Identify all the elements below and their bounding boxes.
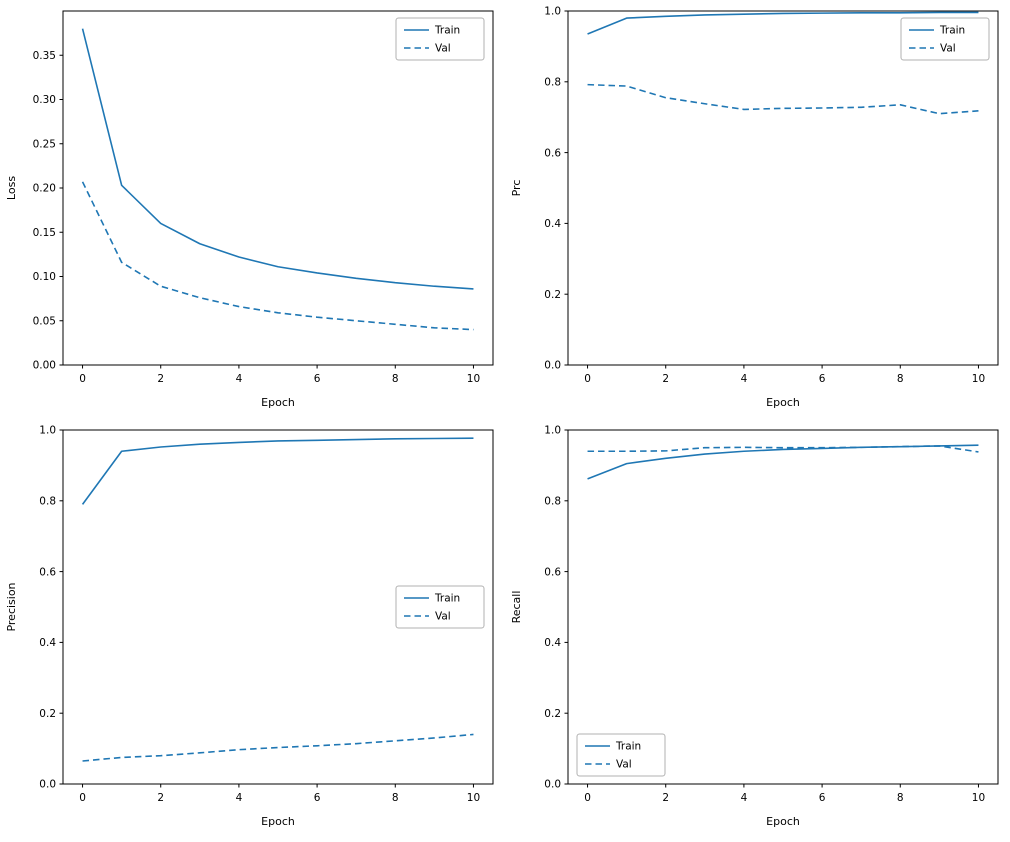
y-tick-label: 0.0 xyxy=(544,360,561,372)
y-tick-label: 0.0 xyxy=(39,779,56,791)
series-line-train-loss xyxy=(81,28,474,290)
legend-box xyxy=(395,17,485,61)
x-axis-label-recall: Epoch xyxy=(766,815,800,828)
x-tick-label: 4 xyxy=(236,792,243,804)
y-tick-label: 0.8 xyxy=(39,496,56,508)
x-tick-label: 0 xyxy=(79,373,86,385)
legend-label-val: Val xyxy=(940,43,956,55)
legend-label-val: Val xyxy=(435,611,451,623)
y-tick-label: 0.6 xyxy=(544,566,561,578)
y-tick-label: 0.4 xyxy=(39,637,56,649)
y-tick-label: 0.25 xyxy=(33,138,56,150)
legend-label-train: Train xyxy=(615,741,641,753)
plot-svg-loss: 0 2 4 6 8 10 0.00 0.05 0.10 0.15 0.20 0.25 0.30 0.35 E… xyxy=(5,10,494,409)
legend-loss: Train Val xyxy=(395,17,485,61)
x-tick-label: 0 xyxy=(584,373,591,385)
y-tick-label: 0.8 xyxy=(544,496,561,508)
series-line-val-loss xyxy=(81,181,474,331)
legend-prc: Train Val xyxy=(900,17,990,61)
legend-label-val: Val xyxy=(616,759,632,771)
x-axis-label-precision: Epoch xyxy=(261,815,295,828)
y-axis-label-loss: Loss xyxy=(5,176,18,200)
x-tick-label: 8 xyxy=(392,373,399,385)
y-tick-label: 0.2 xyxy=(544,708,561,720)
chart-recall: 0 2 4 6 8 10 0.0 0.2 0.4 0.6 0.8 1.0 Epoch Recall Trai… xyxy=(505,419,1010,838)
legend-label-train: Train xyxy=(434,25,460,37)
legend-box xyxy=(395,585,485,629)
x-tick-label: 0 xyxy=(79,792,86,804)
series-line-train-precision xyxy=(81,437,474,505)
y-tick-label: 0.0 xyxy=(544,779,561,791)
y-tick-label: 0.4 xyxy=(544,637,561,649)
axes-frame xyxy=(567,429,999,785)
y-axis-label-recall: Recall xyxy=(510,591,523,624)
x-tick-label: 10 xyxy=(467,373,480,385)
x-tick-label: 2 xyxy=(662,792,669,804)
y-tick-label: 0.8 xyxy=(544,77,561,89)
y-tick-label: 0.6 xyxy=(544,147,561,159)
x-tick-label: 2 xyxy=(157,792,164,804)
chart-loss: 0 2 4 6 8 10 0.00 0.05 0.10 0.15 0.20 0.25 0.30 0.35 E… xyxy=(0,0,505,419)
chart-prc: 0 2 4 6 8 10 0.0 0.2 0.4 0.6 0.8 1.0 Epoch Prc Train Va… xyxy=(505,0,1010,419)
x-tick-label: 10 xyxy=(972,373,985,385)
series-line-val-prc xyxy=(587,83,979,115)
y-axis-label-precision: Precision xyxy=(5,582,18,631)
legend-label-train: Train xyxy=(434,593,460,605)
y-tick-label: 1.0 xyxy=(544,6,561,18)
plot-svg-recall: 0 2 4 6 8 10 0.0 0.2 0.4 0.6 0.8 1.0 Epoch Recall Trai… xyxy=(510,425,999,828)
legend-box xyxy=(576,733,666,777)
series-line-train-prc xyxy=(587,11,979,35)
x-tick-label: 6 xyxy=(819,792,826,804)
series-line-val-recall xyxy=(587,445,979,453)
y-tick-label: 0.2 xyxy=(544,289,561,301)
x-tick-label: 8 xyxy=(392,792,399,804)
y-axis-label-prc: Prc xyxy=(510,180,523,197)
series-line-val-precision xyxy=(82,733,474,762)
x-tick-label: 8 xyxy=(897,373,904,385)
y-tick-label: 1.0 xyxy=(39,425,56,437)
x-tick-label: 8 xyxy=(897,792,904,804)
y-tick-label: 0.00 xyxy=(33,360,56,372)
x-tick-label: 6 xyxy=(314,373,321,385)
x-tick-label: 2 xyxy=(157,373,164,385)
x-axis-label-prc: Epoch xyxy=(766,396,800,409)
chart-precision: 0 2 4 6 8 10 0.0 0.2 0.4 0.6 0.8 1.0 Epoch Precision T… xyxy=(0,419,505,838)
x-tick-label: 2 xyxy=(662,373,669,385)
x-axis-label-loss: Epoch xyxy=(261,396,295,409)
y-tick-label: 0.2 xyxy=(39,708,56,720)
axes-frame xyxy=(62,429,494,785)
x-tick-label: 6 xyxy=(819,373,826,385)
x-tick-label: 4 xyxy=(741,792,748,804)
y-tick-label: 1.0 xyxy=(544,425,561,437)
x-tick-label: 4 xyxy=(741,373,748,385)
y-tick-label: 0.15 xyxy=(33,227,56,239)
y-tick-label: 0.20 xyxy=(33,183,56,195)
axes-frame xyxy=(62,10,494,366)
x-tick-label: 10 xyxy=(467,792,480,804)
legend-box xyxy=(900,17,990,61)
axes-frame xyxy=(567,10,999,366)
legend-precision: Train Val xyxy=(395,585,485,629)
legend-recall: Train Val xyxy=(576,733,666,777)
legend-label-train: Train xyxy=(939,25,965,37)
x-tick-label: 6 xyxy=(314,792,321,804)
x-tick-label: 4 xyxy=(236,373,243,385)
y-tick-label: 0.35 xyxy=(33,50,56,62)
y-tick-label: 0.10 xyxy=(33,271,56,283)
x-tick-label: 10 xyxy=(972,792,985,804)
legend-label-val: Val xyxy=(435,43,451,55)
y-tick-label: 0.05 xyxy=(33,315,56,327)
y-tick-label: 0.30 xyxy=(33,94,56,106)
plot-svg-precision: 0 2 4 6 8 10 0.0 0.2 0.4 0.6 0.8 1.0 Epoch Precision T… xyxy=(5,425,494,828)
y-tick-label: 0.6 xyxy=(39,566,56,578)
plot-svg-prc: 0 2 4 6 8 10 0.0 0.2 0.4 0.6 0.8 1.0 Epoch Prc Train Va… xyxy=(510,6,999,409)
x-tick-label: 0 xyxy=(584,792,591,804)
y-tick-label: 0.4 xyxy=(544,218,561,230)
